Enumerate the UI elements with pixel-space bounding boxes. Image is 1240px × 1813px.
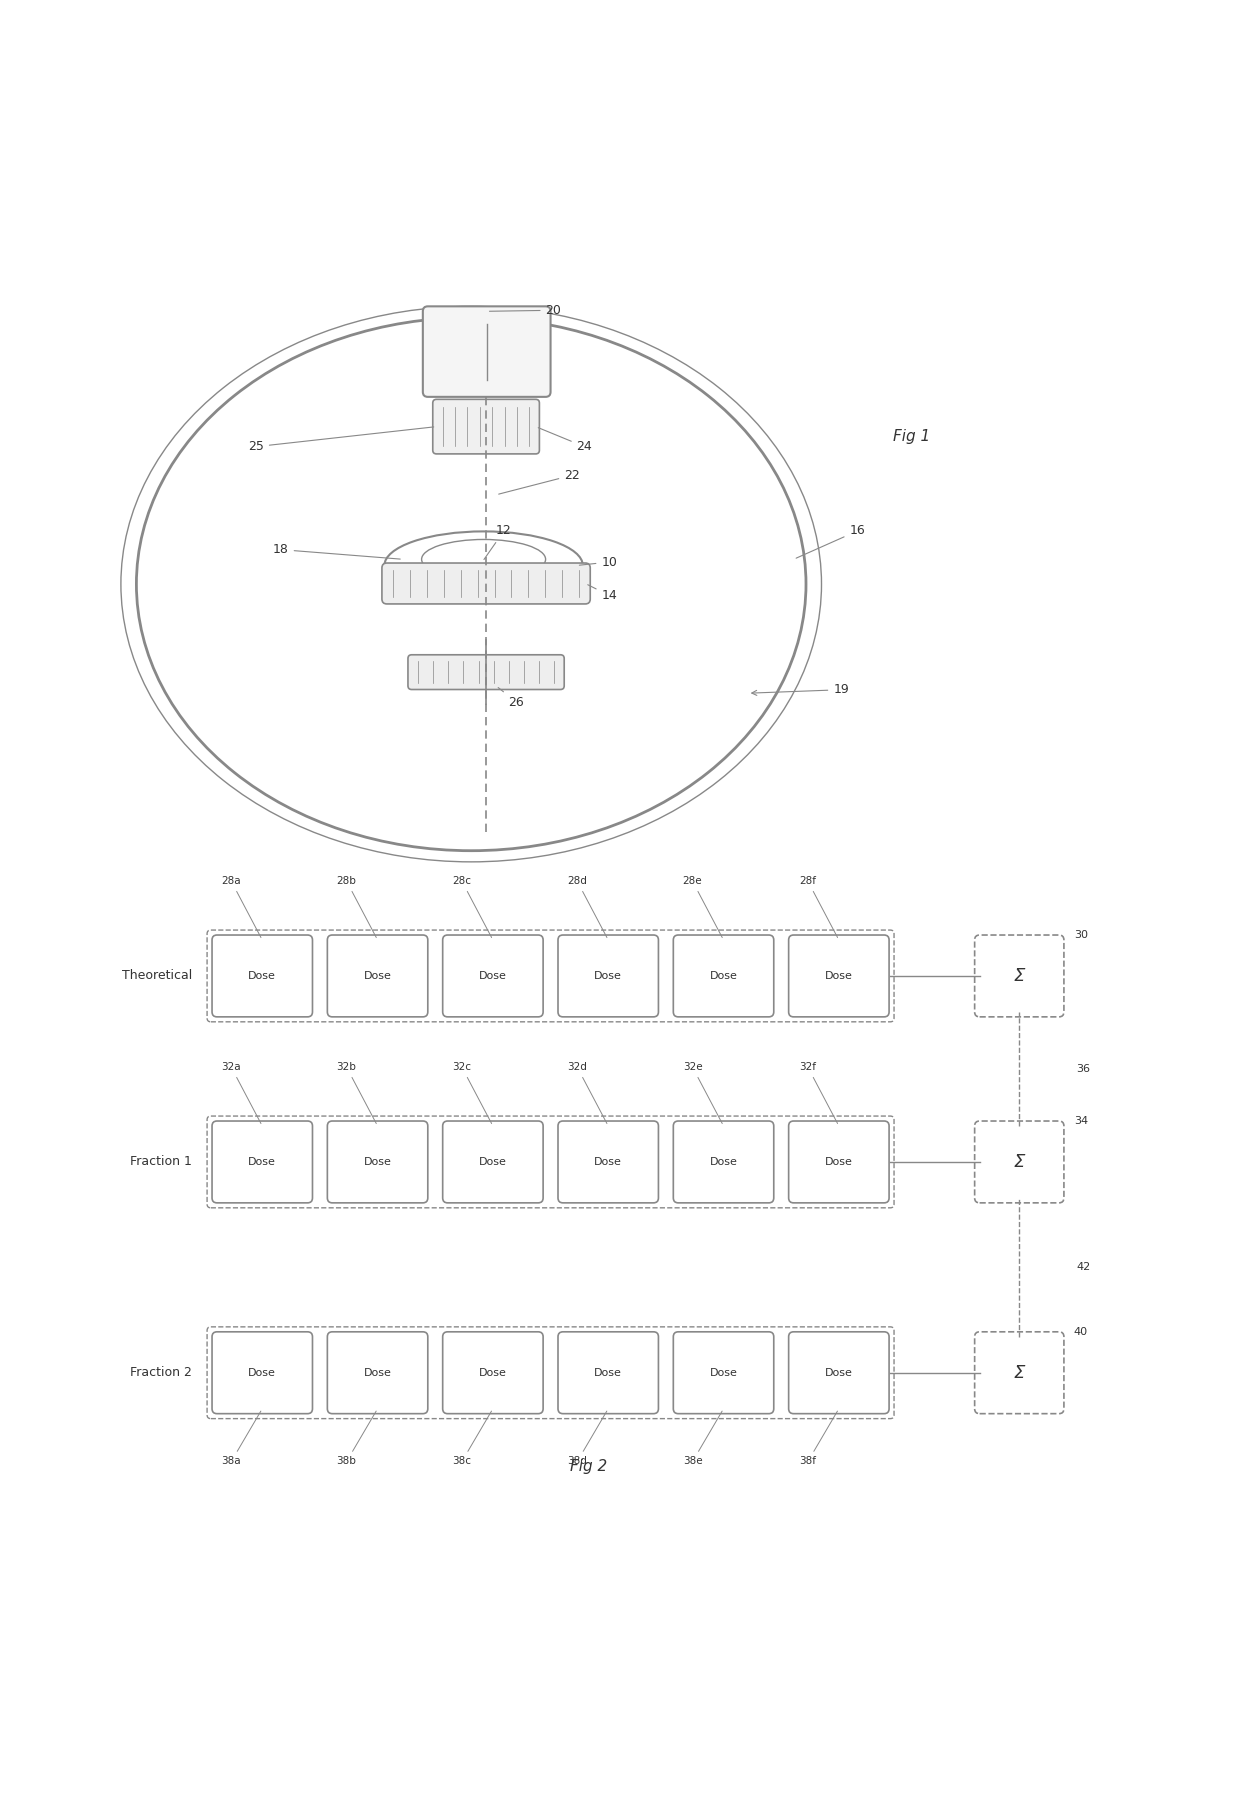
Text: Theoretical: Theoretical: [122, 970, 192, 983]
Text: Dose: Dose: [479, 972, 507, 981]
Text: Dose: Dose: [709, 1157, 738, 1168]
FancyBboxPatch shape: [673, 936, 774, 1017]
Text: Dose: Dose: [709, 1367, 738, 1378]
Text: Dose: Dose: [594, 972, 622, 981]
Text: Σ: Σ: [1013, 1363, 1025, 1382]
FancyBboxPatch shape: [558, 1333, 658, 1414]
Text: Dose: Dose: [248, 972, 277, 981]
FancyBboxPatch shape: [975, 1333, 1064, 1414]
Text: 28e: 28e: [683, 876, 722, 937]
Text: 26: 26: [498, 687, 525, 709]
Text: 24: 24: [538, 428, 593, 453]
Text: Dose: Dose: [363, 1157, 392, 1168]
Text: Dose: Dose: [363, 1367, 392, 1378]
Text: 28d: 28d: [567, 876, 606, 937]
FancyBboxPatch shape: [558, 1120, 658, 1202]
Text: 28b: 28b: [336, 876, 376, 937]
FancyBboxPatch shape: [443, 1120, 543, 1202]
Text: 30: 30: [1074, 930, 1087, 939]
FancyBboxPatch shape: [975, 936, 1064, 1017]
Text: Dose: Dose: [825, 1367, 853, 1378]
Text: Dose: Dose: [479, 1367, 507, 1378]
FancyBboxPatch shape: [327, 1120, 428, 1202]
FancyBboxPatch shape: [212, 1120, 312, 1202]
Text: 16: 16: [796, 524, 866, 558]
Text: Fig 1: Fig 1: [893, 430, 930, 444]
Text: 25: 25: [248, 426, 434, 453]
Text: Fraction 2: Fraction 2: [130, 1367, 192, 1380]
FancyBboxPatch shape: [212, 936, 312, 1017]
FancyBboxPatch shape: [408, 654, 564, 689]
Text: 14: 14: [588, 586, 618, 602]
Text: 38c: 38c: [453, 1411, 491, 1467]
FancyBboxPatch shape: [443, 936, 543, 1017]
Text: Σ: Σ: [1013, 1153, 1025, 1171]
Text: 36: 36: [1076, 1064, 1090, 1073]
Text: Dose: Dose: [594, 1157, 622, 1168]
FancyBboxPatch shape: [327, 1333, 428, 1414]
Text: 38b: 38b: [336, 1411, 376, 1467]
FancyBboxPatch shape: [789, 1120, 889, 1202]
FancyBboxPatch shape: [382, 564, 590, 604]
Text: 40: 40: [1074, 1327, 1087, 1336]
FancyBboxPatch shape: [975, 1120, 1064, 1202]
Text: Dose: Dose: [248, 1367, 277, 1378]
Text: 38e: 38e: [683, 1411, 722, 1467]
Text: 18: 18: [273, 544, 401, 558]
Text: 12: 12: [484, 524, 512, 560]
Text: 28f: 28f: [800, 876, 837, 937]
Text: 34: 34: [1074, 1117, 1087, 1126]
Text: 32e: 32e: [683, 1062, 722, 1124]
Text: 32c: 32c: [453, 1062, 491, 1124]
FancyBboxPatch shape: [443, 1333, 543, 1414]
Text: Fraction 1: Fraction 1: [130, 1155, 192, 1168]
FancyBboxPatch shape: [423, 306, 551, 397]
FancyBboxPatch shape: [789, 936, 889, 1017]
Text: Dose: Dose: [248, 1157, 277, 1168]
FancyBboxPatch shape: [433, 399, 539, 453]
Text: 32a: 32a: [222, 1062, 260, 1124]
Text: Fig 2: Fig 2: [570, 1459, 608, 1474]
Text: 19: 19: [751, 684, 849, 696]
Text: 22: 22: [498, 470, 580, 495]
Text: 32f: 32f: [800, 1062, 837, 1124]
Text: 28a: 28a: [222, 876, 260, 937]
FancyBboxPatch shape: [327, 936, 428, 1017]
FancyBboxPatch shape: [789, 1333, 889, 1414]
Text: 38d: 38d: [567, 1411, 606, 1467]
Text: Dose: Dose: [363, 972, 392, 981]
Text: 10: 10: [579, 555, 618, 569]
Text: 38a: 38a: [222, 1411, 260, 1467]
Text: 28c: 28c: [453, 876, 491, 937]
Text: Dose: Dose: [479, 1157, 507, 1168]
Text: 38f: 38f: [800, 1411, 837, 1467]
Text: 32d: 32d: [567, 1062, 606, 1124]
Text: Dose: Dose: [825, 1157, 853, 1168]
Text: Σ: Σ: [1013, 966, 1025, 984]
Text: 42: 42: [1076, 1262, 1090, 1273]
Text: 20: 20: [490, 305, 562, 317]
Text: Dose: Dose: [594, 1367, 622, 1378]
Text: Dose: Dose: [825, 972, 853, 981]
FancyBboxPatch shape: [673, 1120, 774, 1202]
Text: Dose: Dose: [709, 972, 738, 981]
Text: 32b: 32b: [336, 1062, 376, 1124]
FancyBboxPatch shape: [673, 1333, 774, 1414]
FancyBboxPatch shape: [558, 936, 658, 1017]
FancyBboxPatch shape: [212, 1333, 312, 1414]
